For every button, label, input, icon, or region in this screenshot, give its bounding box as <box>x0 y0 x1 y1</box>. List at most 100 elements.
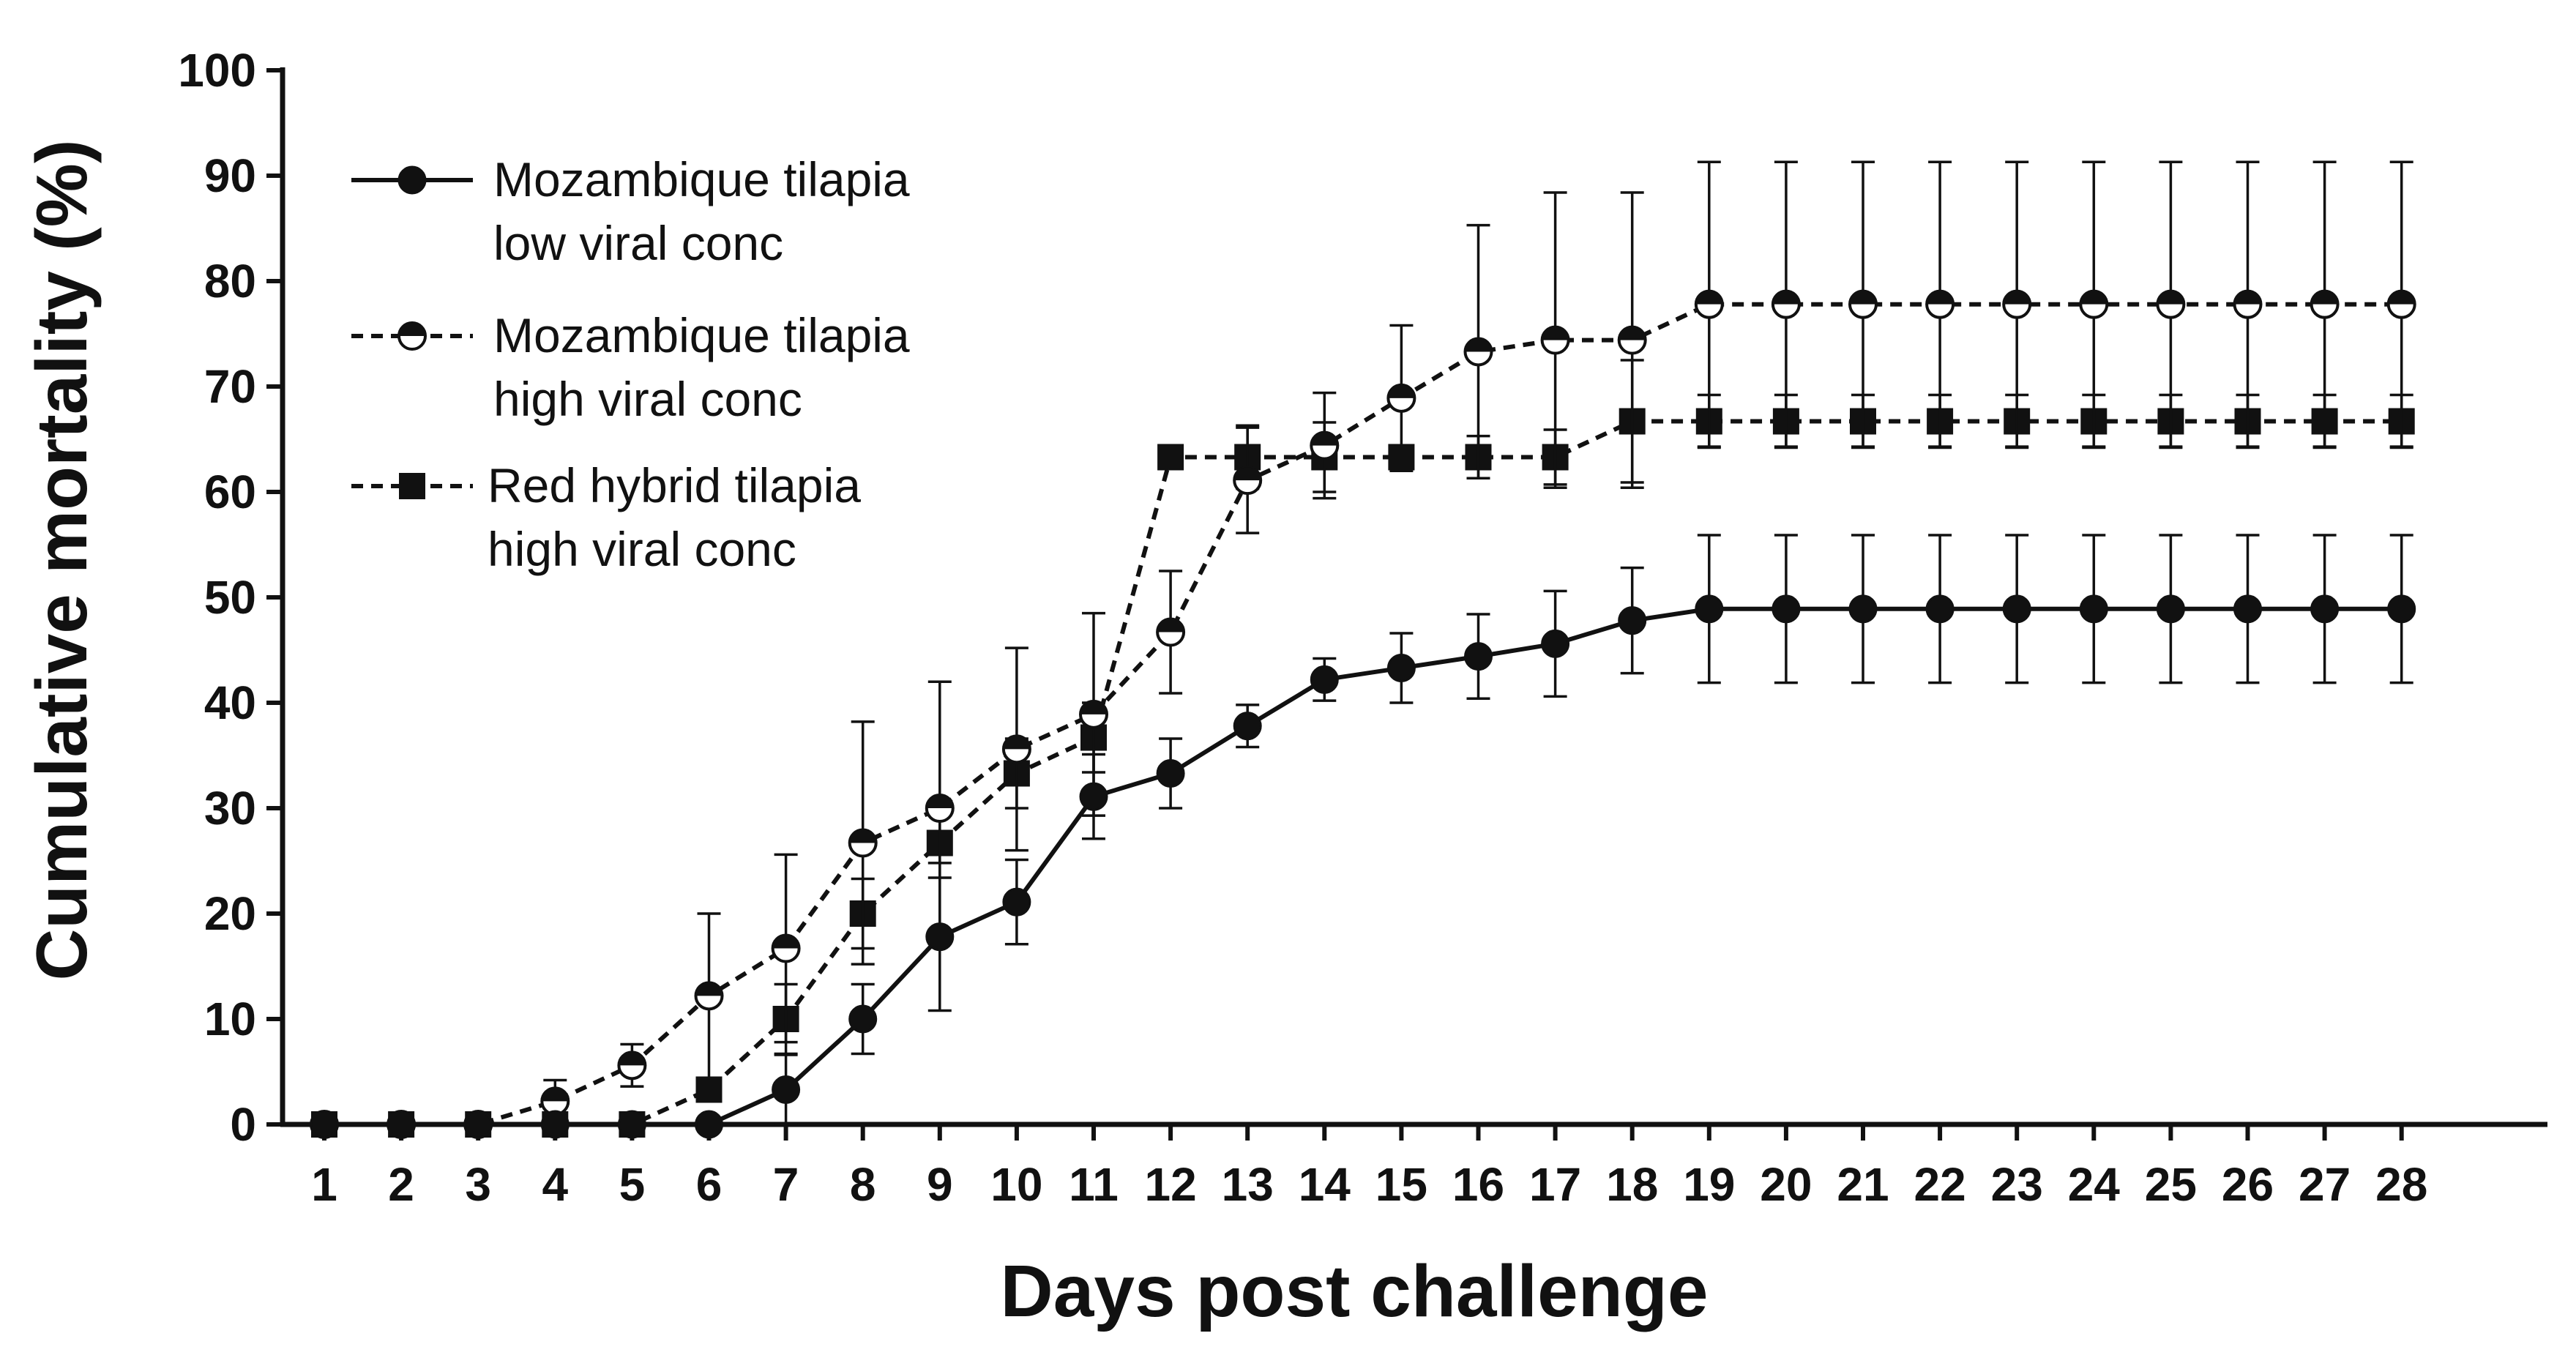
data-point <box>695 1076 723 1103</box>
data-point <box>1695 594 1724 624</box>
x-tick-label: 22 <box>1914 1158 1966 1211</box>
data-point <box>694 981 724 1011</box>
data-point <box>772 1075 801 1104</box>
marker-half <box>2157 291 2184 305</box>
data-point <box>848 1004 878 1034</box>
x-tick-label: 10 <box>990 1158 1042 1211</box>
y-tick-label: 100 <box>178 44 256 97</box>
marker-half <box>1311 432 1338 446</box>
legend-label: Mozambique tilapia <box>493 152 910 206</box>
data-point <box>1464 642 1493 671</box>
marker-half <box>1465 338 1492 352</box>
data-point <box>310 1110 339 1139</box>
legend-entry-2: Mozambique tilapia high viral conc <box>351 308 910 426</box>
data-point <box>2233 594 2262 624</box>
legend-label: high viral conc <box>493 372 802 426</box>
x-tick-label: 6 <box>696 1158 723 1211</box>
legend-entry-3: Red hybrid tilapia high viral conc <box>351 458 861 576</box>
data-point <box>1463 337 1493 367</box>
x-tick-label: 27 <box>2299 1158 2351 1211</box>
marker-half <box>772 935 799 949</box>
data-point <box>463 1110 493 1139</box>
x-tick-label: 25 <box>2145 1158 2197 1211</box>
data-point <box>540 1086 570 1116</box>
data-point <box>1156 758 1185 788</box>
legend-label: low viral conc <box>493 216 783 270</box>
series-line <box>324 302 2402 1127</box>
x-tick-label: 18 <box>1606 1158 1658 1211</box>
data-point <box>1310 430 1340 460</box>
data-point <box>1694 289 1724 319</box>
y-tick-label: 20 <box>204 887 256 940</box>
marker-half <box>2004 291 2031 305</box>
data-point <box>2002 289 2032 319</box>
data-point <box>2310 289 2340 319</box>
legend-label: high viral conc <box>488 522 796 576</box>
data-point <box>1848 594 1878 624</box>
data-point <box>540 1110 570 1139</box>
y-tick-label: 0 <box>230 1098 256 1151</box>
x-tick-label: 16 <box>1452 1158 1504 1211</box>
y-tick-label: 80 <box>204 255 256 307</box>
data-point <box>1233 712 1262 741</box>
data-point <box>2310 594 2340 624</box>
legend-label: Red hybrid tilapia <box>488 458 861 512</box>
data-point <box>771 933 801 963</box>
x-tick-label: 19 <box>1683 1158 1735 1211</box>
data-point <box>1772 594 1801 624</box>
data-point <box>1079 782 1108 811</box>
legend-marker <box>399 473 425 499</box>
legend-entry-1: Mozambique tilapia low viral conc <box>351 152 910 270</box>
x-axis-title: Days post challenge <box>1001 1250 1709 1332</box>
marker-half <box>1234 467 1261 481</box>
x-tick-label: 3 <box>465 1158 491 1211</box>
series-line <box>324 606 2402 1127</box>
x-tick-label: 1 <box>311 1158 337 1211</box>
data-point <box>617 1110 646 1139</box>
data-point <box>1541 629 1570 658</box>
data-point <box>1310 665 1339 694</box>
y-tick-label: 40 <box>204 676 256 729</box>
y-tick-label: 90 <box>204 149 256 202</box>
data-point <box>2156 289 2186 319</box>
marker-half <box>1157 619 1184 632</box>
data-point <box>1771 289 1801 319</box>
data-point <box>1002 887 1031 917</box>
series-layer <box>310 160 2416 1139</box>
marker-half <box>926 795 953 808</box>
data-point <box>2387 594 2416 624</box>
marker-half <box>399 323 425 336</box>
x-tick-label: 28 <box>2375 1158 2427 1211</box>
data-point <box>617 1050 647 1081</box>
marker-half <box>1542 326 1569 340</box>
legend-marker <box>397 321 427 351</box>
data-point <box>2156 594 2185 624</box>
legend-label: Mozambique tilapia <box>493 308 910 362</box>
marker-half <box>849 829 876 843</box>
x-tick-label: 11 <box>1069 1158 1119 1211</box>
x-tick-label: 2 <box>388 1158 414 1211</box>
data-point <box>1540 325 1570 355</box>
data-point <box>2233 289 2263 319</box>
y-tick-label: 50 <box>204 571 256 624</box>
data-point <box>1925 594 1955 624</box>
x-tick-label: 5 <box>619 1158 646 1211</box>
marker-half <box>2080 291 2108 305</box>
data-point <box>1233 466 1263 496</box>
marker-half <box>1695 291 1722 305</box>
marker-half <box>1772 291 1799 305</box>
marker-half <box>1619 326 1646 340</box>
marker-half <box>1850 291 1876 305</box>
series-line <box>324 419 2402 1127</box>
data-point <box>1848 289 1878 319</box>
x-tick-label: 21 <box>1837 1158 1889 1211</box>
x-tick-label: 8 <box>850 1158 876 1211</box>
marker-half <box>2311 291 2338 305</box>
y-tick-label: 10 <box>204 993 256 1045</box>
data-point <box>2386 289 2416 319</box>
data-point <box>1617 325 1647 355</box>
data-point <box>2002 594 2031 624</box>
marker-half <box>1927 291 1954 305</box>
